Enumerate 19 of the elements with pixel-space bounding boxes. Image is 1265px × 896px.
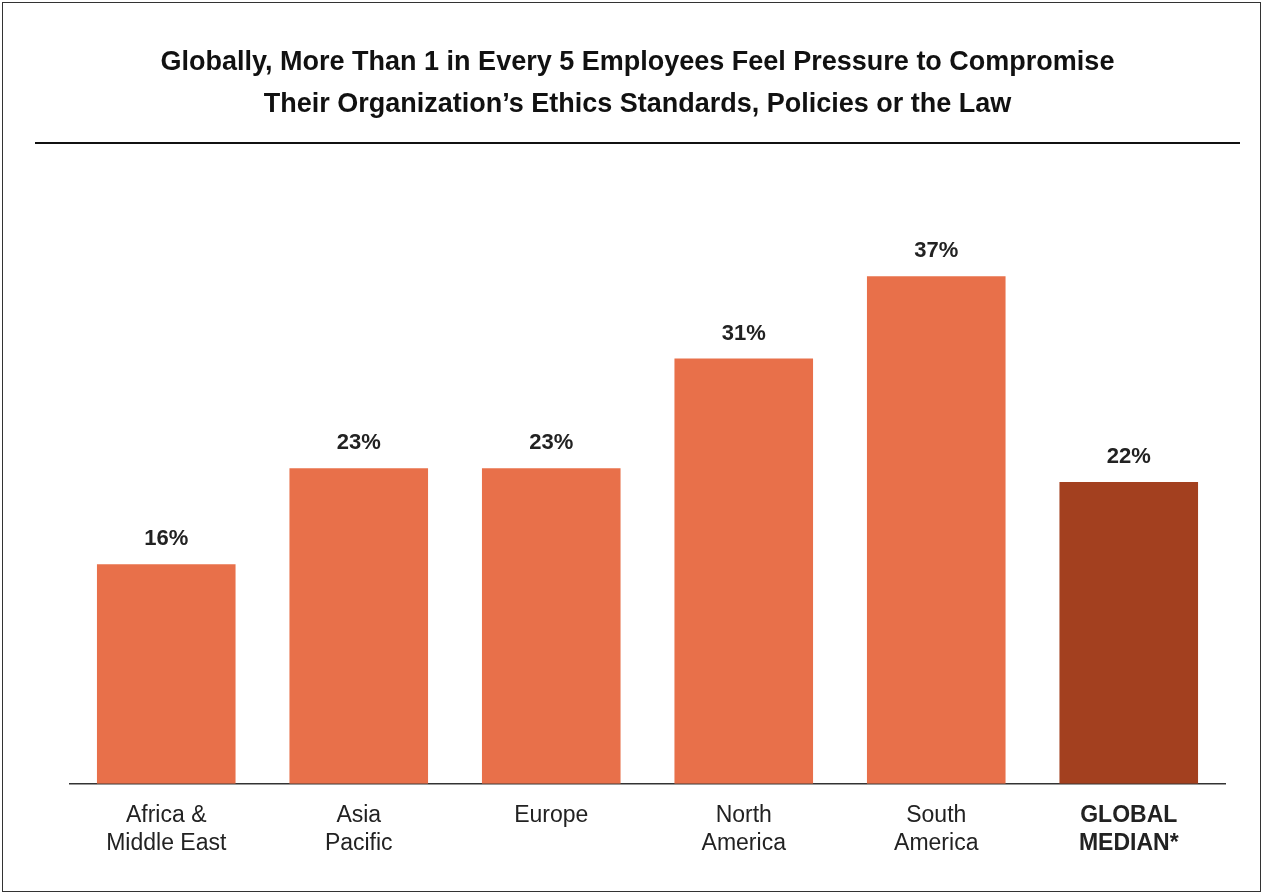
x-tick-label: GLOBAL MEDIAN*	[1078, 800, 1179, 855]
x-tick-label: South America	[894, 800, 979, 855]
data-label: 16%	[144, 525, 189, 551]
bar	[96, 564, 236, 784]
x-tick-label: Europe	[514, 800, 589, 827]
data-label: 37%	[914, 237, 959, 263]
bar	[1059, 481, 1199, 784]
x-tick-label: Asia Pacific	[324, 800, 393, 855]
data-label: 31%	[721, 319, 766, 345]
bar	[674, 358, 814, 784]
data-label: 23%	[529, 429, 574, 455]
bar	[289, 468, 429, 784]
bar	[481, 468, 621, 784]
chart-title: Globally, More Than 1 in Every 5 Employees Feel Pressure to Compromise Their Organization’s Ethics Standards, Policies or the Law	[159, 45, 1116, 120]
x-tick-label: North America	[701, 800, 787, 855]
x-tick-label: Africa & Middle East	[106, 800, 227, 855]
data-label: 22%	[1106, 443, 1151, 469]
data-label: 23%	[336, 429, 381, 455]
bar	[866, 276, 1006, 784]
